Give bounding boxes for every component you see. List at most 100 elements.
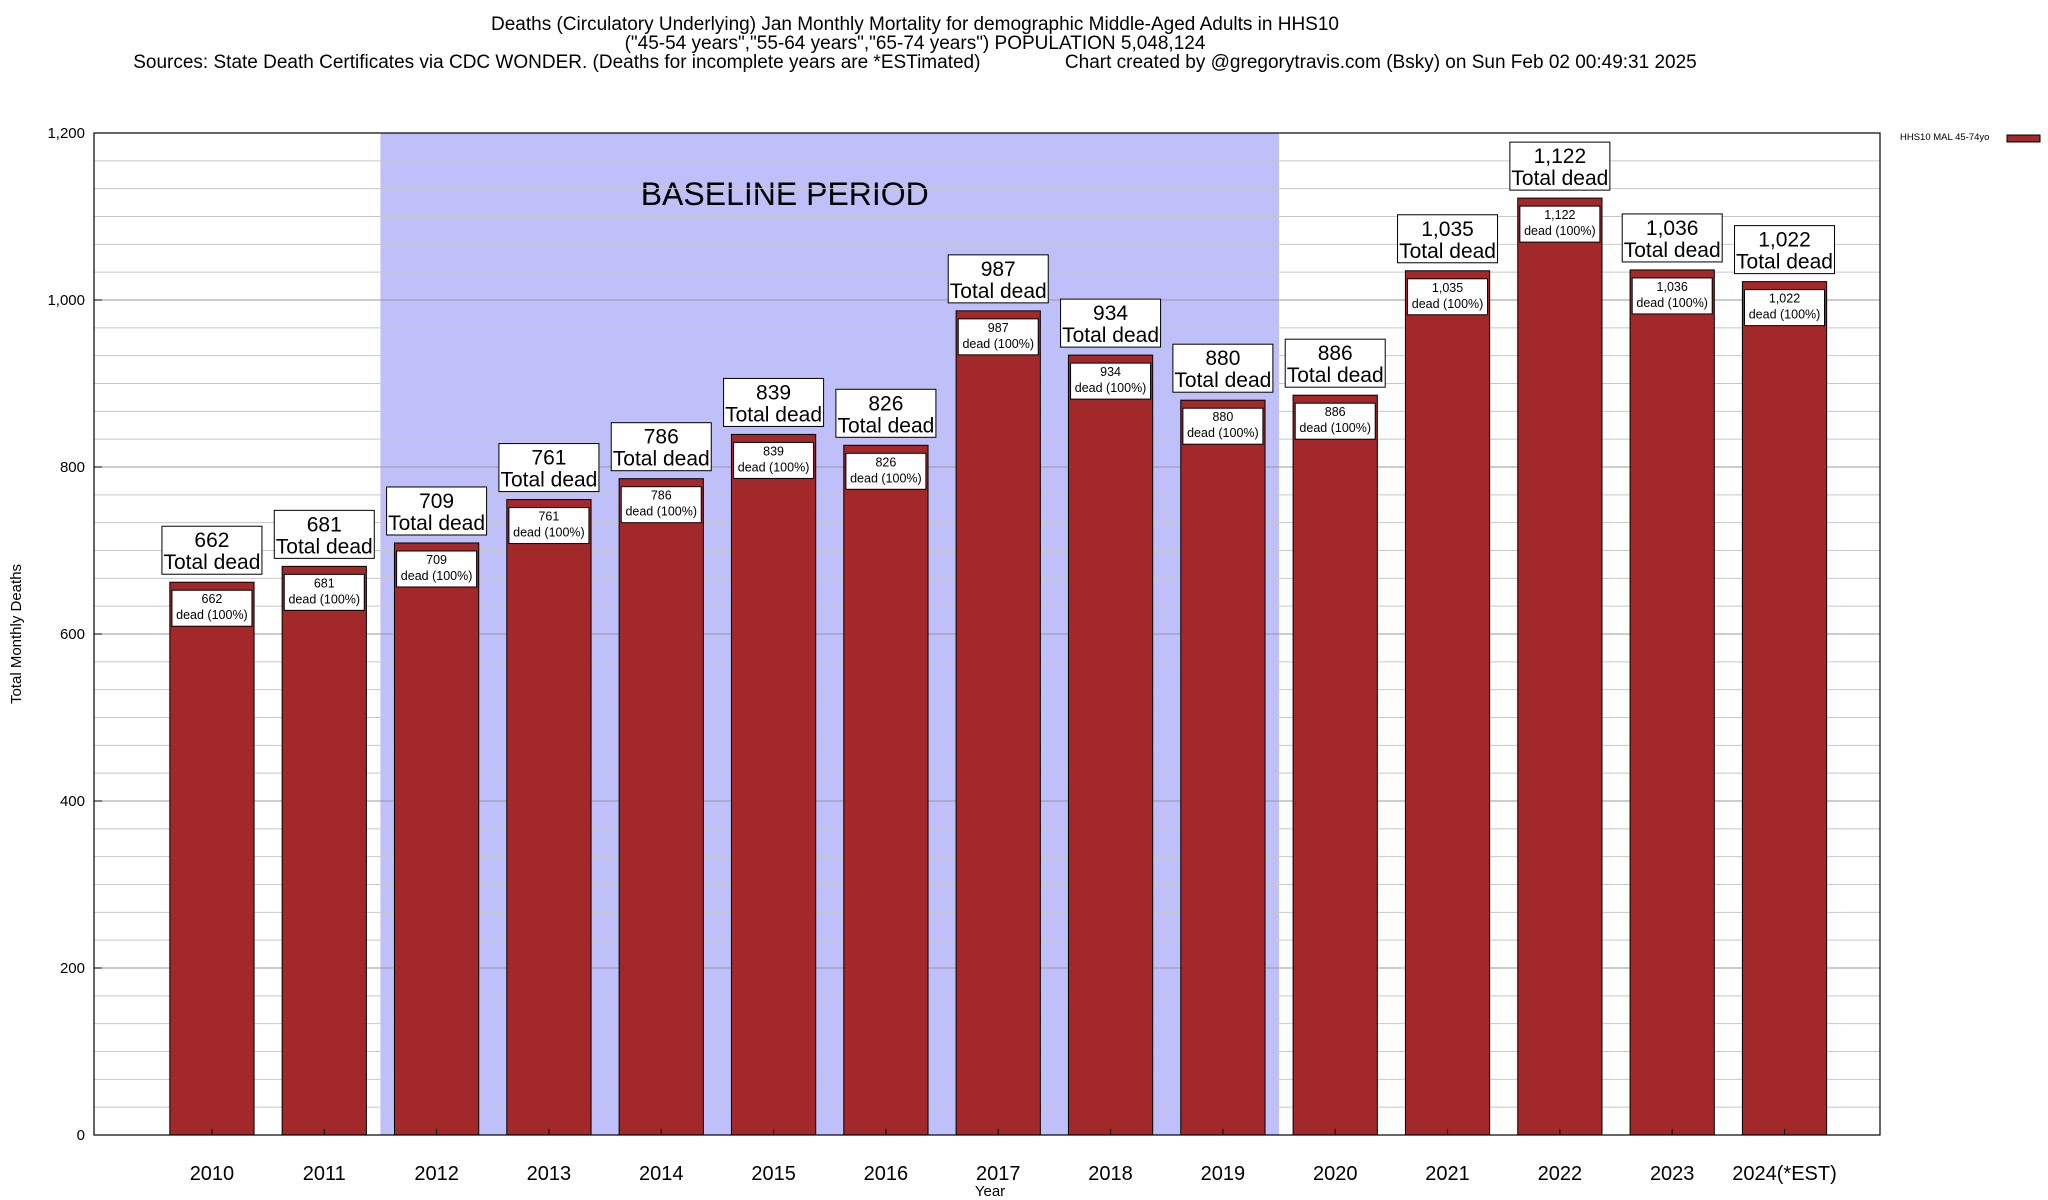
- total-dead-label: Total dead: [1624, 239, 1721, 262]
- total-label-box: [947, 254, 1049, 304]
- inner-label-box: [957, 318, 1039, 356]
- y-tick-label: 600: [60, 626, 85, 643]
- inner-value-label: 880: [1212, 410, 1233, 424]
- bar-2021: [1404, 270, 1491, 1136]
- inner-share-label: dead (100%): [738, 460, 810, 474]
- inner-share-label: dead (100%): [850, 471, 922, 485]
- total-label-box: [723, 377, 825, 427]
- inner-value-label: 681: [314, 576, 335, 590]
- x-tick-label: 2010: [190, 1163, 235, 1185]
- sources-text: Sources: State Death Certificates via CD…: [133, 52, 981, 73]
- inner-value-label: 786: [651, 489, 672, 503]
- total-value-label: 786: [644, 426, 679, 449]
- total-value-label: 934: [1093, 302, 1128, 325]
- bar-2019: [1180, 399, 1266, 1136]
- y-tick-label: 1,000: [47, 292, 85, 309]
- inner-share-label: dead (100%): [1299, 421, 1371, 435]
- total-value-label: 681: [307, 513, 342, 536]
- inner-share-label: dead (100%): [1075, 381, 1147, 395]
- plot-frame-layer: [93, 132, 1881, 1136]
- inner-label-box: [283, 573, 365, 611]
- bar-2014: [618, 478, 704, 1136]
- x-tick-label: 2021: [1425, 1163, 1470, 1185]
- total-value-label: 662: [194, 529, 229, 552]
- inner-label-box: [508, 507, 590, 545]
- bar-2022: [1517, 197, 1603, 1136]
- x-tick-label: 2020: [1313, 1163, 1358, 1185]
- bar-2010: [169, 581, 255, 1136]
- x-tick-label: 2012: [414, 1163, 459, 1185]
- inner-label-box: [1631, 277, 1713, 315]
- inner-label-box: [396, 550, 478, 588]
- bar-2016: [843, 444, 929, 1136]
- bar-2013: [506, 499, 592, 1136]
- total-label-box: [610, 422, 712, 472]
- total-label-box: [1621, 213, 1723, 263]
- baseline-period-label: BASELINE PERIOD: [641, 176, 929, 212]
- x-tick-label: 2011: [303, 1163, 346, 1185]
- legend: HHS10 MAL 45-74yo: [1900, 132, 2041, 143]
- inner-label-box: [733, 441, 815, 479]
- total-value-label: 1,035: [1421, 218, 1474, 241]
- inner-share-label: dead (100%): [1412, 297, 1484, 311]
- total-dead-label: Total dead: [500, 469, 597, 492]
- y-tick-label: 200: [60, 960, 85, 977]
- total-label-box: [273, 509, 375, 559]
- x-tick-label: 2015: [751, 1163, 796, 1185]
- inner-share-label: dead (100%): [176, 608, 248, 622]
- total-label-box: [1509, 141, 1611, 191]
- total-dead-label: Total dead: [1399, 240, 1496, 263]
- inner-label-box: [171, 589, 253, 627]
- x-tick-label: 2019: [1201, 1163, 1246, 1185]
- bar-2011: [281, 565, 367, 1136]
- inner-label-box: [1519, 205, 1601, 243]
- y-tick-label: 800: [60, 459, 85, 476]
- inner-value-label: 1,035: [1432, 281, 1463, 295]
- total-value-label: 886: [1318, 342, 1353, 365]
- inner-value-label: 662: [202, 592, 223, 606]
- total-label-box: [386, 486, 488, 536]
- total-value-label: 880: [1205, 347, 1240, 370]
- inner-share-label: dead (100%): [962, 337, 1034, 351]
- inner-value-label: 1,036: [1657, 280, 1688, 294]
- bar-2024(*EST): [1741, 281, 1828, 1136]
- total-dead-label: Total dead: [950, 280, 1047, 303]
- bar-2018: [1067, 354, 1154, 1136]
- y-axis-title: Total Monthly Deaths: [8, 564, 25, 704]
- total-label-box: [161, 525, 263, 575]
- inner-share-label: dead (100%): [401, 569, 473, 583]
- inner-value-label: 987: [988, 321, 1009, 335]
- inner-label-box: [1407, 278, 1489, 316]
- total-value-label: 709: [419, 490, 454, 513]
- inner-value-label: 1,122: [1544, 208, 1575, 222]
- total-label-box: [1397, 214, 1499, 264]
- total-value-label: 839: [756, 381, 791, 404]
- inner-label-box: [1744, 289, 1826, 327]
- x-tick-label: 2016: [864, 1163, 909, 1185]
- inner-label-box: [1294, 402, 1376, 440]
- total-dead-label: Total dead: [163, 551, 260, 574]
- total-value-label: 1,036: [1646, 217, 1699, 240]
- inner-value-label: 826: [875, 455, 896, 469]
- total-value-label: 1,022: [1758, 229, 1811, 252]
- x-axis-title: Year: [975, 1183, 1005, 1200]
- x-tick-label: 2024(*EST): [1732, 1163, 1837, 1185]
- inner-value-label: 1,022: [1769, 292, 1800, 306]
- legend-label: HHS10 MAL 45-74yo: [1900, 132, 1989, 143]
- inner-share-label: dead (100%): [625, 505, 697, 519]
- total-label-box: [1172, 343, 1274, 393]
- inner-label-box: [845, 452, 927, 490]
- inner-label-box: [1182, 407, 1264, 445]
- total-label-box: [1060, 298, 1162, 348]
- inner-value-label: 886: [1325, 405, 1346, 419]
- credit-text: Chart created by @gregorytravis.com (Bsk…: [1064, 52, 1697, 73]
- total-label-box: [498, 443, 600, 493]
- inner-share-label: dead (100%): [1749, 308, 1821, 322]
- total-dead-label: Total dead: [1062, 324, 1159, 347]
- bar-2015: [730, 433, 817, 1136]
- inner-label-box: [1070, 362, 1152, 400]
- inner-share-label: dead (100%): [1524, 224, 1596, 238]
- bar-2017: [955, 310, 1041, 1136]
